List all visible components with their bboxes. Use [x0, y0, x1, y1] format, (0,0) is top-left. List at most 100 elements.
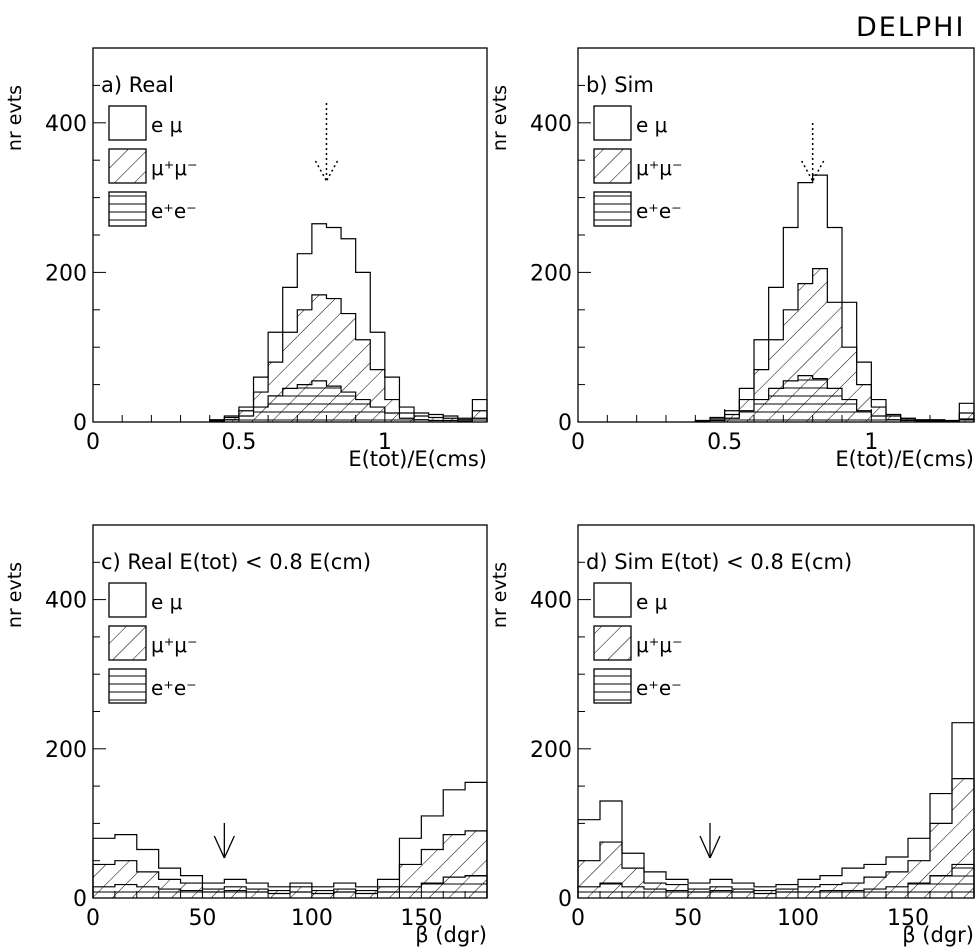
histogram-bar: [268, 893, 290, 898]
legend-label: μ⁺μ⁻: [636, 633, 683, 657]
x-tick-label: 150: [400, 906, 442, 931]
histogram-outline: [577, 863, 975, 898]
histogram-bar: [666, 890, 688, 898]
legend-swatch: [108, 582, 147, 618]
panel-label: c) Real E(tot) < 0.8 E(cm): [101, 550, 371, 574]
histogram-bar: [428, 420, 444, 422]
y-tick-label: 0: [73, 411, 87, 436]
y-tick-label: 200: [530, 261, 572, 286]
x-tick-label: 0: [571, 430, 585, 455]
legend-swatch: [593, 105, 632, 141]
y-tick-label: 400: [530, 589, 572, 614]
histogram-outline: [577, 778, 975, 898]
histogram-bar: [355, 399, 371, 422]
histogram-bar: [472, 410, 487, 422]
y-tick-label: 0: [73, 887, 87, 912]
legend-swatch: [108, 148, 147, 184]
legend-swatch: [108, 668, 147, 704]
legend-label: e μ: [636, 590, 668, 614]
histogram-bar: [688, 892, 710, 898]
histogram-bar: [180, 890, 203, 898]
annotation-arrow: [213, 823, 235, 859]
histogram-bar: [297, 384, 312, 422]
x-tick-label: 1: [378, 430, 392, 455]
x-tick-label: 50: [188, 906, 216, 931]
histogram-bar: [370, 407, 385, 422]
histogram-bar: [739, 410, 754, 422]
legend-label: e μ: [151, 590, 183, 614]
histogram-bar: [399, 886, 422, 898]
legend: e μ μ⁺μ⁻ e⁺e⁻: [108, 105, 198, 227]
histogram-bar: [600, 883, 622, 898]
x-axis-label: E(tot)/E(cms): [835, 447, 974, 471]
histogram-bar: [472, 418, 487, 422]
histogram-bar: [783, 380, 798, 422]
legend-swatch: [593, 148, 632, 184]
x-tick-label: 0.5: [707, 430, 742, 455]
histogram-bar: [268, 395, 283, 422]
legend-swatch: [108, 105, 147, 141]
panel-label: d) Sim E(tot) < 0.8 E(cm): [586, 550, 852, 574]
histogram-bar: [886, 886, 908, 898]
legend-label: e μ: [151, 113, 183, 137]
series-2: [694, 375, 975, 422]
panel-3: 0 200 400 0 50 100 150 nr evts β (dgr) d) Sim E(t…: [489, 524, 975, 947]
arrow-head: [801, 160, 814, 182]
y-axis-label: nr evts: [4, 85, 26, 151]
x-tick-label: 100: [777, 906, 819, 931]
legend-label: e⁺e⁻: [151, 676, 197, 700]
histogram-outline: [694, 268, 975, 422]
histogram-bar: [355, 893, 378, 898]
y-tick-label: 200: [45, 261, 87, 286]
arrow-head: [314, 160, 328, 182]
histogram-bar: [311, 893, 334, 898]
legend: e μ μ⁺μ⁻ e⁺e⁻: [593, 582, 683, 704]
histogram-bar: [864, 889, 886, 898]
histogram-bar: [246, 892, 269, 898]
panel-label: b) Sim: [586, 73, 654, 97]
arrow-head: [709, 835, 721, 859]
histogram-bar: [399, 413, 415, 422]
histogram-bar: [414, 416, 429, 422]
y-axis-label: nr evts: [4, 562, 26, 628]
legend-label: μ⁺μ⁻: [151, 156, 198, 180]
histogram-bar: [776, 892, 798, 898]
histogram-bar: [224, 419, 239, 422]
y-axis-label: nr evts: [489, 85, 511, 151]
x-tick-label: 0: [86, 906, 100, 931]
arrow-head: [812, 160, 825, 182]
x-tick-label: 150: [887, 906, 929, 931]
histogram-outline: [92, 781, 488, 898]
histogram-bar: [578, 886, 600, 898]
histogram-bar: [827, 388, 842, 422]
histogram-bar: [900, 420, 916, 422]
x-tick-label: 100: [291, 906, 333, 931]
series-2: [92, 875, 488, 898]
y-tick-label: 400: [45, 112, 87, 137]
histogram-bar: [341, 392, 356, 422]
series-0: [577, 722, 975, 898]
y-tick-label: 400: [45, 589, 87, 614]
legend-swatch: [593, 191, 632, 227]
histogram-bar: [136, 886, 159, 898]
panel-0: 0 200 400 0 0.5 1 nr evts E(tot)/E(cms) a) Real e…: [4, 47, 488, 471]
histogram-bar: [871, 416, 886, 422]
histogram-bar: [798, 375, 813, 422]
annotation-arrow: [314, 103, 339, 182]
histogram-bar: [399, 418, 415, 422]
histogram-bar: [465, 875, 487, 898]
x-axis-label: β (dgr): [902, 923, 974, 947]
histogram-bar: [644, 889, 666, 898]
histogram-bar: [253, 407, 269, 422]
histogram-bar: [930, 875, 952, 898]
histogram-bar: [421, 883, 444, 898]
histogram-bar: [754, 893, 776, 898]
plot-frame: [92, 524, 488, 899]
series-2: [209, 380, 488, 422]
histogram-bar: [443, 877, 466, 898]
histogram-bar: [622, 886, 644, 898]
legend-label: e⁺e⁻: [636, 676, 682, 700]
arrow-head: [223, 835, 235, 859]
x-tick-label: 0: [86, 430, 100, 455]
